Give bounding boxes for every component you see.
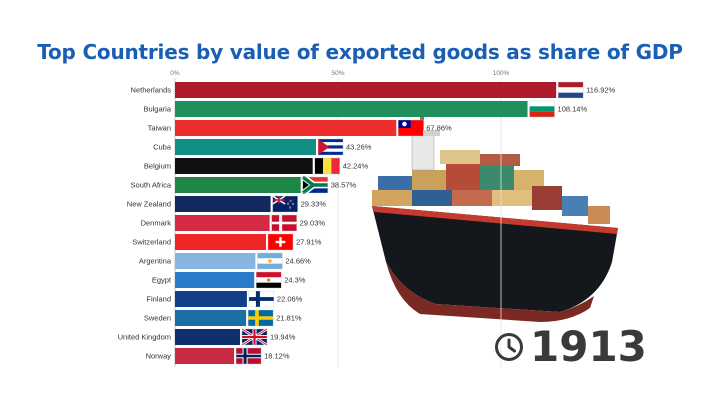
value-label: 29.03% xyxy=(300,219,326,228)
denmark-flag xyxy=(271,214,297,232)
finland-flag xyxy=(248,290,275,308)
clock-icon xyxy=(495,333,523,361)
bar-bulgaria xyxy=(175,101,528,117)
x-tick-label: 50% xyxy=(331,70,344,77)
chart-title: Top Countries by value of exported goods… xyxy=(37,40,683,64)
bar-egypt xyxy=(175,272,255,288)
x-tick-label: 0% xyxy=(170,70,180,77)
category-label: New Zealand xyxy=(127,200,171,209)
bar-cuba xyxy=(175,139,317,155)
value-label: 29.33% xyxy=(301,200,327,209)
bar-united-kingdom xyxy=(175,329,241,345)
belgium-flag xyxy=(314,157,340,175)
bar-new-zealand xyxy=(175,196,271,212)
bulgaria-flag xyxy=(529,100,555,118)
category-label: United Kingdom xyxy=(118,333,171,342)
category-label: Sweden xyxy=(144,314,171,323)
category-label: Egypt xyxy=(152,276,172,285)
value-label: 24.3% xyxy=(284,276,306,285)
year-value: 1913 xyxy=(530,322,647,371)
value-label: 22.06% xyxy=(277,295,303,304)
switzerland-flag xyxy=(267,233,294,251)
netherlands-flag xyxy=(557,81,584,99)
category-label: Belgium xyxy=(144,162,171,171)
category-label: Norway xyxy=(146,352,172,361)
bar-argentina xyxy=(175,253,256,269)
united-kingdom-flag xyxy=(241,327,268,347)
bar-netherlands xyxy=(175,82,557,98)
category-label: Netherlands xyxy=(131,86,172,95)
bar-taiwan xyxy=(175,120,397,136)
value-label: 19.94% xyxy=(270,333,296,342)
bar-belgium xyxy=(175,158,313,174)
value-label: 116.92% xyxy=(586,86,615,95)
cuba-flag xyxy=(317,138,344,156)
category-label: Taiwan xyxy=(148,124,171,133)
value-label: 21.81% xyxy=(276,314,302,323)
value-label: 27.91% xyxy=(296,238,322,247)
category-label: Switzerland xyxy=(132,238,171,247)
bar-finland xyxy=(175,291,247,307)
value-label: 67.86% xyxy=(426,124,452,133)
bar-sweden xyxy=(175,310,247,326)
category-label: Finland xyxy=(146,295,171,304)
argentina-flag xyxy=(257,252,283,270)
category-label: Cuba xyxy=(153,143,172,152)
norway-flag xyxy=(235,347,262,365)
egypt-flag xyxy=(256,271,282,289)
taiwan-flag xyxy=(398,119,424,137)
value-label: 108.14% xyxy=(558,105,588,114)
x-tick-label: 100% xyxy=(493,70,510,77)
value-label: 24.66% xyxy=(285,257,311,266)
category-label: Argentina xyxy=(139,257,172,266)
category-label: Bulgaria xyxy=(143,105,171,114)
category-label: South Africa xyxy=(131,181,172,190)
bar-switzerland xyxy=(175,234,266,250)
bar-norway xyxy=(175,348,235,364)
sweden-flag xyxy=(247,309,274,327)
year-readout: 1913 xyxy=(494,322,647,372)
value-label: 43.26% xyxy=(346,143,372,152)
value-label: 38.57% xyxy=(331,181,357,190)
cargo-ship-icon xyxy=(372,116,618,322)
bar-denmark xyxy=(175,215,270,231)
south-africa-flag xyxy=(300,174,328,196)
value-label: 42.24% xyxy=(343,162,369,171)
category-label: Denmark xyxy=(141,219,172,228)
new-zealand-flag xyxy=(272,195,298,213)
bar-south-africa xyxy=(175,177,301,193)
value-label: 18.12% xyxy=(264,352,290,361)
